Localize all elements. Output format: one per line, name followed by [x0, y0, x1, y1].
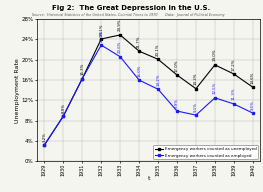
- Text: 9.9%: 9.9%: [175, 98, 179, 108]
- Emergency workers counted as unemployed: [81, 77, 84, 80]
- Text: 3.2%: 3.2%: [42, 132, 46, 142]
- Text: 14.3%: 14.3%: [194, 73, 198, 85]
- Emergency workers counted as employed: [232, 103, 235, 105]
- Text: Source:  Historical Statistics of the United States, Colonial Times to 1970: Source: Historical Statistics of the Uni…: [32, 13, 157, 17]
- Emergency workers counted as employed: [251, 112, 254, 114]
- Text: 12.5%: 12.5%: [213, 82, 217, 94]
- Text: 19.0%: 19.0%: [213, 49, 217, 61]
- Y-axis label: Unemployment Rate: Unemployment Rate: [15, 58, 20, 123]
- Text: Fig 2:  The Great Depression in the U.S.: Fig 2: The Great Depression in the U.S.: [52, 5, 211, 11]
- Emergency workers counted as employed: [100, 44, 103, 46]
- Text: 8.9%: 8.9%: [61, 103, 65, 113]
- X-axis label: t: t: [147, 176, 150, 181]
- Text: 14.2%: 14.2%: [156, 73, 160, 86]
- Text: 24.9%: 24.9%: [118, 19, 122, 31]
- Text: 20.1%: 20.1%: [156, 43, 160, 56]
- Emergency workers counted as unemployed: [251, 86, 254, 88]
- Emergency workers counted as unemployed: [119, 34, 122, 36]
- Text: 9.5%: 9.5%: [251, 100, 255, 110]
- Emergency workers counted as employed: [194, 114, 198, 116]
- Emergency workers counted as unemployed: [194, 88, 198, 90]
- Emergency workers counted as employed: [138, 79, 141, 81]
- Emergency workers counted as employed: [62, 115, 65, 117]
- Text: 14.6%: 14.6%: [251, 71, 255, 84]
- Emergency workers counted as unemployed: [138, 50, 141, 52]
- Legend: Emergency workers counted as unemployed, Emergency workers counted as employed: Emergency workers counted as unemployed,…: [153, 145, 258, 159]
- Text: 16.0%: 16.0%: [137, 64, 141, 77]
- Text: 22.9%: 22.9%: [99, 29, 103, 42]
- Line: Emergency workers counted as unemployed: Emergency workers counted as unemployed: [43, 34, 254, 146]
- Emergency workers counted as unemployed: [175, 74, 179, 76]
- Text: 9.1%: 9.1%: [194, 102, 198, 112]
- Text: 17.2%: 17.2%: [232, 58, 236, 70]
- Emergency workers counted as unemployed: [62, 115, 65, 117]
- Text: 17.0%: 17.0%: [175, 59, 179, 72]
- Emergency workers counted as unemployed: [213, 64, 216, 66]
- Emergency workers counted as unemployed: [100, 38, 103, 40]
- Text: 24.1%: 24.1%: [99, 23, 103, 36]
- Emergency workers counted as unemployed: [232, 73, 235, 75]
- Emergency workers counted as employed: [156, 88, 160, 90]
- Line: Emergency workers counted as employed: Emergency workers counted as employed: [43, 44, 254, 146]
- Emergency workers counted as unemployed: [156, 58, 160, 60]
- Text: 21.7%: 21.7%: [137, 35, 141, 48]
- Emergency workers counted as unemployed: [43, 144, 46, 146]
- Emergency workers counted as employed: [43, 144, 46, 146]
- Text: 20.6%: 20.6%: [118, 41, 122, 53]
- Text: Data:  Journal of Political Economy: Data: Journal of Political Economy: [163, 13, 225, 17]
- Emergency workers counted as employed: [81, 77, 84, 80]
- Text: 11.3%: 11.3%: [232, 88, 236, 100]
- Emergency workers counted as employed: [119, 56, 122, 58]
- Emergency workers counted as employed: [213, 97, 216, 99]
- Text: 16.3%: 16.3%: [80, 63, 84, 75]
- Emergency workers counted as employed: [175, 110, 179, 112]
